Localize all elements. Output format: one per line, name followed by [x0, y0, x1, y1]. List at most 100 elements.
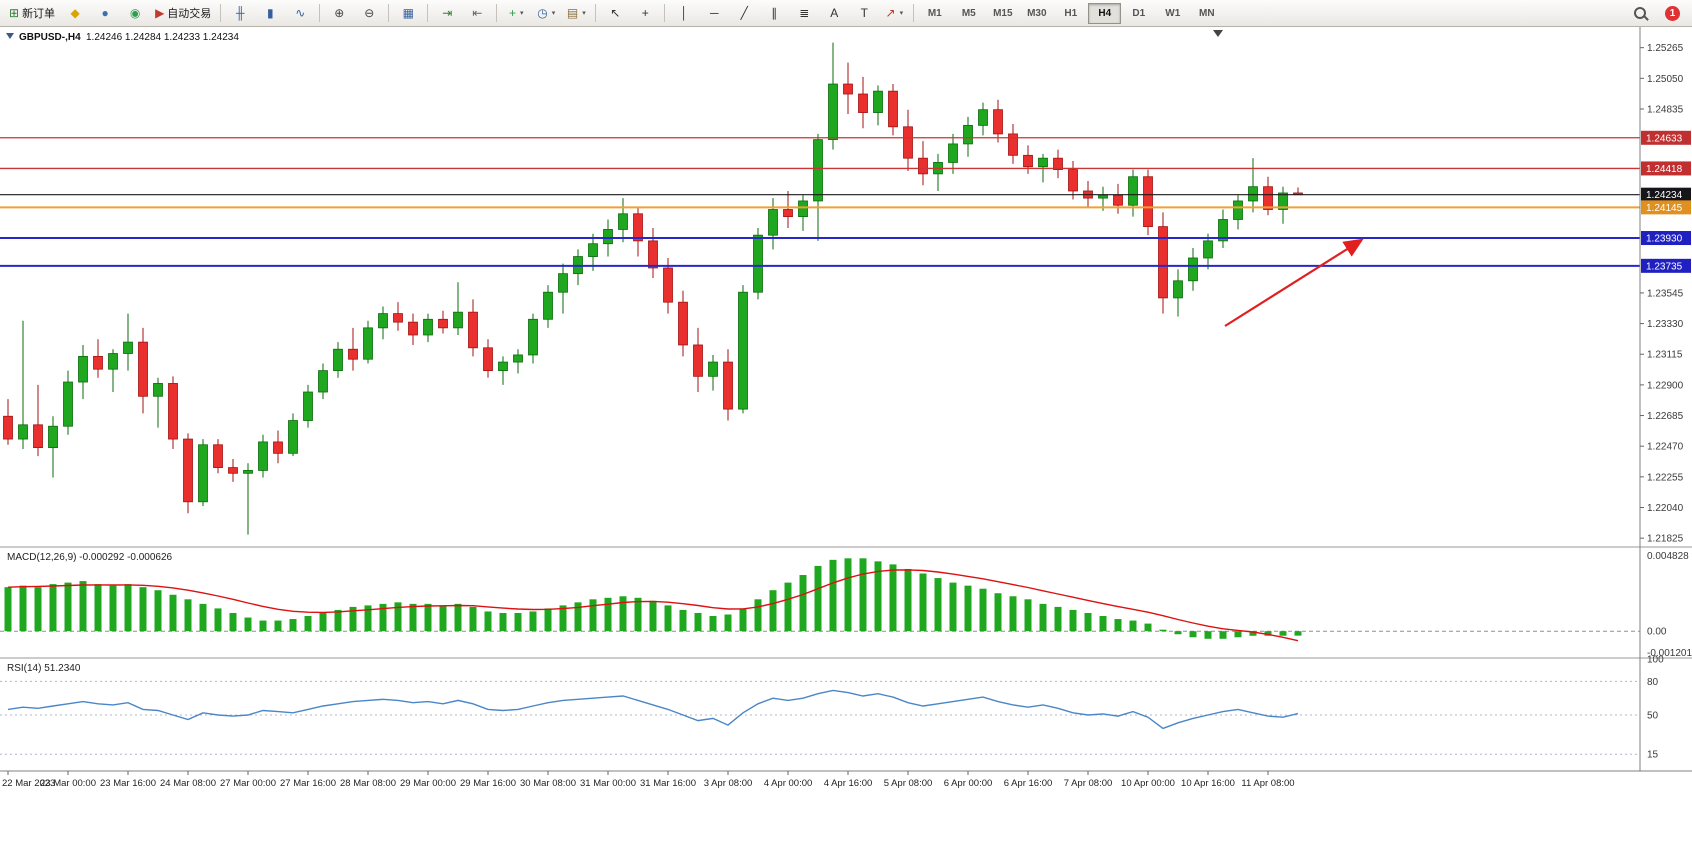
time-axis-label: 22 Mar 2023	[2, 778, 55, 789]
candle	[603, 229, 613, 245]
notification-badge[interactable]: 1	[1665, 5, 1680, 21]
cursor-button[interactable]: ↖	[600, 2, 630, 24]
timeframe-m5[interactable]: M5	[961, 7, 976, 19]
chart-line-button[interactable]: ∿	[285, 2, 315, 24]
draw-label-icon: T	[860, 6, 868, 20]
macd-bar	[949, 582, 957, 632]
candle	[198, 444, 208, 503]
candle	[363, 327, 373, 360]
candle	[138, 341, 148, 397]
timeframe-h4[interactable]: H4	[1088, 2, 1122, 24]
macd-bar	[1054, 606, 1062, 632]
chart-candles-icon: ▮	[266, 6, 274, 20]
macd-bar	[709, 616, 717, 632]
zoom-out-icon: ⊖	[364, 6, 375, 20]
chart-area[interactable]: 1.25265 1.25050 1.24835 1.23545 1.23330 1.231…	[0, 27, 1692, 791]
candle	[48, 425, 58, 449]
rsi-axis-label: 100	[1647, 655, 1664, 666]
macd-bar	[1279, 631, 1287, 636]
templates-button[interactable]: ▤ ▾	[561, 2, 591, 24]
timeframe-d1[interactable]: D1	[1132, 7, 1146, 19]
zoom-in-button[interactable]: ⊕	[324, 2, 354, 24]
auto-scroll-button[interactable]: ⇥	[432, 2, 462, 24]
timeframe-w1[interactable]: W1	[1165, 7, 1181, 19]
candle	[1263, 186, 1273, 210]
draw-arrows-button[interactable]: ↗ ▾	[879, 2, 909, 24]
gbpusd-h4-chart[interactable]: 1.25265 1.25050 1.24835 1.23545 1.23330 1.231…	[0, 27, 1692, 791]
macd-axis-label: 0.004828	[1647, 551, 1689, 562]
new-chart-button[interactable]: ◆	[60, 2, 90, 24]
price-axis-label: 1.21825	[1647, 534, 1684, 545]
chart-bars-button[interactable]: ╫	[225, 2, 255, 24]
refresh-button[interactable]: ◉	[120, 2, 150, 24]
new-order-button[interactable]: ⊞ 新订单	[4, 2, 60, 24]
one-click-trading-icon[interactable]	[6, 33, 14, 39]
periods-button[interactable]: ◷ ▾	[531, 2, 561, 24]
timeframe-m1[interactable]: M1	[927, 7, 942, 19]
candle	[228, 467, 238, 474]
timeframe-m15[interactable]: M15	[993, 7, 1013, 19]
candle	[1098, 194, 1108, 199]
chart-shift-marker[interactable]	[1213, 30, 1223, 37]
draw-hline-button[interactable]: ─	[699, 2, 729, 24]
timeframe-h1[interactable]: H1	[1064, 7, 1078, 19]
search-button[interactable]	[1625, 2, 1655, 24]
macd-bar	[349, 606, 357, 632]
crosshair-button[interactable]: +	[630, 2, 660, 24]
macd-bar	[469, 606, 477, 632]
draw-trendline-button[interactable]: ╱	[729, 2, 759, 24]
draw-fibonacci-button[interactable]: ≣	[789, 2, 819, 24]
draw-vline-button[interactable]: │	[669, 2, 699, 24]
toolbar-separator	[595, 4, 597, 22]
candle	[768, 209, 778, 236]
price-badge-label: 1.24418	[1646, 164, 1683, 175]
macd-bar	[1084, 612, 1092, 632]
macd-bar	[784, 582, 792, 632]
draw-channel-icon: ∥	[771, 6, 778, 20]
chart-shift-button[interactable]: ⇤	[462, 2, 492, 24]
profiles-button[interactable]: ●	[90, 2, 120, 24]
timeframe-mn[interactable]: MN	[1199, 7, 1215, 19]
candle	[258, 441, 268, 471]
chart-candles-button[interactable]: ▮	[255, 2, 285, 24]
timeframe-m30[interactable]: M30	[1027, 7, 1047, 19]
macd-bar	[514, 612, 522, 632]
macd-bar	[244, 617, 252, 632]
macd-bar	[1099, 616, 1107, 632]
autotrading-label: 自动交易	[167, 8, 212, 20]
price-lines[interactable]	[0, 137, 1640, 267]
trend-arrow-annotation[interactable]	[1224, 238, 1364, 327]
candle	[348, 348, 358, 360]
macd-bar	[364, 605, 372, 632]
macd-bar	[1189, 631, 1197, 638]
macd-bar	[1114, 619, 1122, 632]
macd-bar	[649, 600, 657, 632]
zoom-out-button[interactable]: ⊖	[354, 2, 384, 24]
draw-text-button[interactable]: A	[819, 2, 849, 24]
tile-windows-button[interactable]: ▦	[393, 2, 423, 24]
macd-bar	[169, 594, 177, 632]
macd-bar	[499, 612, 507, 632]
candle	[828, 83, 838, 141]
candle	[153, 383, 163, 397]
macd-bar	[1249, 631, 1257, 636]
macd-bar	[1294, 631, 1302, 636]
toolbar-separator	[319, 4, 321, 22]
price-axis-label: 1.23330	[1647, 319, 1684, 330]
draw-label-button[interactable]: T	[849, 2, 879, 24]
autotrading-button[interactable]: ▶ 自动交易	[150, 2, 216, 24]
macd-bar	[1204, 631, 1212, 639]
price-axis-label: 1.23115	[1647, 350, 1683, 361]
draw-channel-button[interactable]: ∥	[759, 2, 789, 24]
chevron-down-icon: ▾	[899, 10, 904, 17]
price-badge	[1641, 161, 1691, 176]
indicators-button[interactable]: + ▾	[501, 2, 531, 24]
time-axis-label: 31 Mar 16:00	[640, 778, 696, 789]
draw-text-icon: A	[830, 6, 839, 20]
candlestick-series	[3, 42, 1303, 535]
rsi-axis-label: 15	[1647, 750, 1659, 761]
crosshair-icon: +	[641, 6, 649, 20]
candle	[123, 341, 133, 354]
macd-bar	[304, 616, 312, 632]
